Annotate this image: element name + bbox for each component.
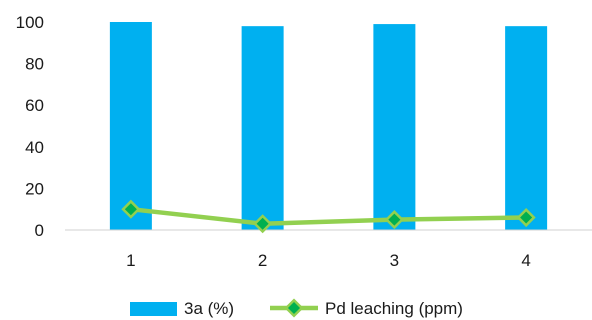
legend-line-marker (284, 298, 304, 318)
line-point-marker (384, 210, 404, 230)
y-axis-ticks: 0 20 40 60 80 100 (16, 13, 44, 240)
legend-bar-label: 3a (%) (184, 299, 234, 318)
x-axis-ticks: 1 2 3 4 (126, 251, 531, 270)
x-tick-label: 3 (390, 251, 399, 270)
legend: 3a (%) Pd leaching (ppm) (130, 298, 463, 318)
y-tick-label: 40 (25, 138, 44, 157)
line-series (121, 199, 536, 234)
y-tick-label: 20 (25, 179, 44, 198)
legend-bar-swatch (130, 302, 177, 316)
y-tick-label: 80 (25, 55, 44, 74)
y-tick-label: 0 (35, 221, 44, 240)
pd-leaching-line (130, 206, 527, 227)
bar-series (109, 22, 548, 230)
bar (109, 22, 152, 230)
legend-line-label: Pd leaching (ppm) (325, 299, 463, 318)
line-point-marker (253, 214, 273, 234)
bar (505, 26, 548, 230)
y-tick-label: 100 (16, 13, 44, 32)
x-tick-label: 4 (521, 251, 530, 270)
bar (241, 26, 284, 230)
x-tick-label: 2 (258, 251, 267, 270)
y-tick-label: 60 (25, 96, 44, 115)
line-point-marker (516, 207, 536, 228)
line-point-marker (121, 199, 141, 219)
bar (373, 24, 416, 230)
x-tick-label: 1 (126, 251, 135, 270)
